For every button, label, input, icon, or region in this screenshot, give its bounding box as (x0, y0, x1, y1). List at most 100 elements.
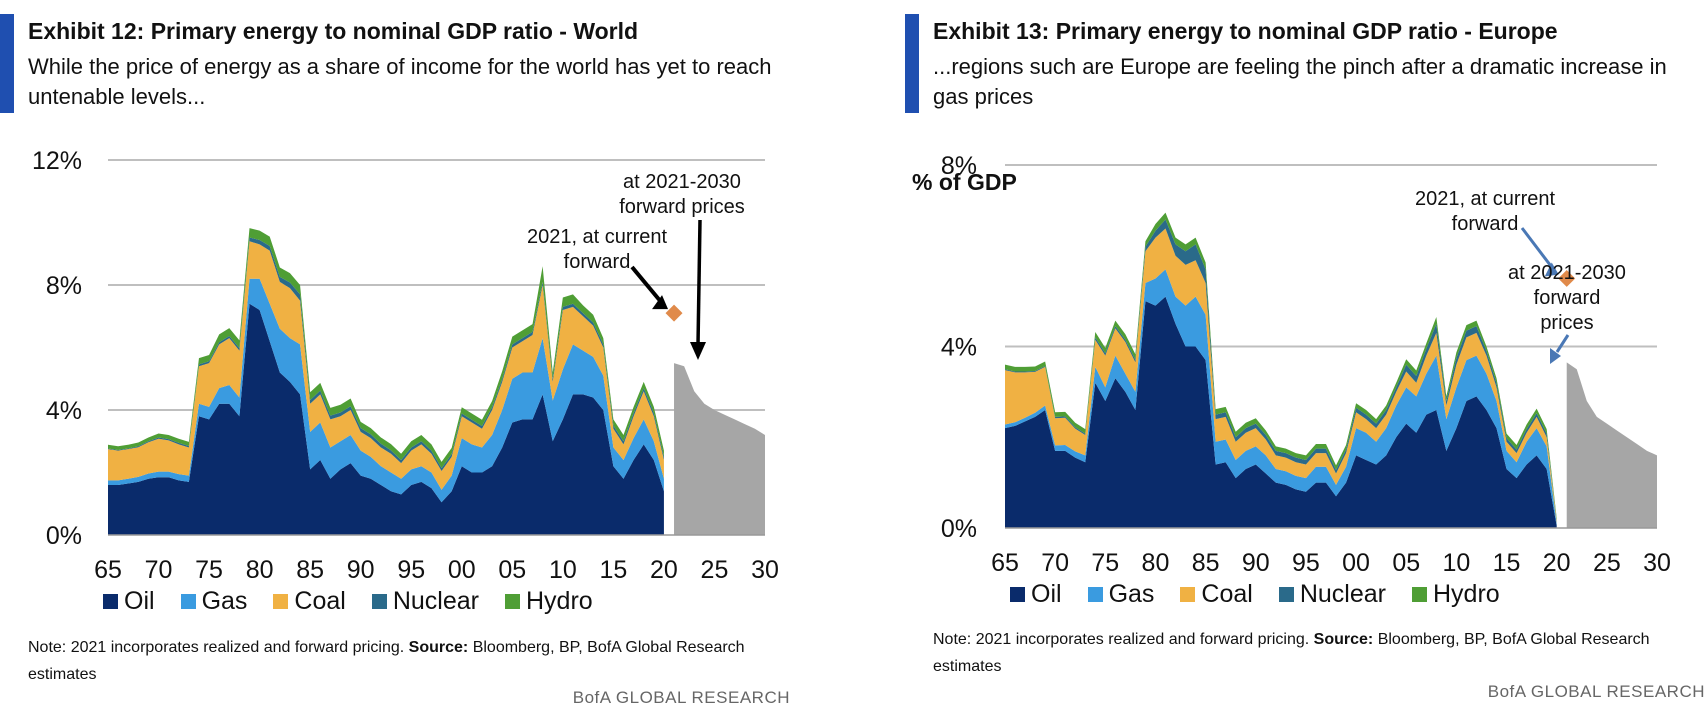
legend-item-oil: Oil (1010, 580, 1062, 609)
exhibit-12-panel: Exhibit 12: Primary energy to nominal GD… (0, 0, 800, 712)
world-energy-chart: 0% 4% 8% 12% 65 70 75 80 85 90 95 00 05 10 15 20 25 30 202… (32, 147, 779, 584)
legend-swatch-hydro (505, 594, 520, 609)
marker-label-line2: forward (1452, 213, 1519, 235)
legend-label: Oil (1031, 580, 1062, 608)
forward-label-line1: at 2021-2030 (623, 171, 741, 193)
legend-label: Oil (124, 587, 155, 615)
legend-item-hydro: Hydro (1412, 580, 1500, 609)
chart-legend: Oil Gas Coal Nuclear Hydro (103, 587, 619, 616)
legend-swatch-hydro (1412, 587, 1427, 602)
marker-label-line1: 2021, at current (527, 226, 668, 248)
marker-arrowhead (652, 295, 669, 310)
x-tick-label: 20 (650, 556, 678, 584)
forward-label-line1: at 2021-2030 (1508, 262, 1626, 284)
area-coal (108, 241, 664, 490)
area-gas (108, 278, 664, 503)
legend-swatch-oil (103, 594, 118, 609)
x-tick-label: 00 (1342, 549, 1370, 577)
legend-item-gas: Gas (1087, 580, 1155, 609)
legend-label: Coal (294, 587, 346, 615)
x-tick-label: 10 (549, 556, 577, 584)
footer-brand: BofA GLOBAL RESEARCH (572, 688, 790, 707)
x-tick-label: 70 (1041, 549, 1069, 577)
legend-swatch-oil (1010, 587, 1025, 602)
legend-label: Nuclear (392, 587, 479, 615)
note-prefix: Note: 2021 incorporates realized and for… (933, 631, 1310, 648)
x-tick-label: 80 (1142, 549, 1170, 577)
legend-swatch-nuclear (1278, 587, 1294, 602)
area-oil (1005, 296, 1557, 528)
legend-swatch-coal (1180, 587, 1196, 602)
marker-arrow-line (1520, 227, 1554, 270)
marker-label-line2: forward (564, 251, 631, 273)
legend-label: Gas (1108, 580, 1155, 608)
marker-arrow-line (630, 265, 664, 305)
legend-item-coal: Coal (273, 587, 346, 616)
x-tick-label: 90 (347, 556, 375, 584)
marker-arrowhead (1544, 262, 1559, 277)
accent-bar (0, 14, 14, 113)
area-gas (1005, 269, 1557, 526)
forward-arrowhead (690, 342, 706, 360)
x-tick-label: 95 (397, 556, 425, 584)
chart-legend: Oil Gas Coal Nuclear Hydro (1010, 580, 1526, 609)
y-tick-label: 8% (941, 152, 977, 180)
forward-arrow-line (1555, 334, 1570, 353)
footer-brand: BofA GLOBAL RESEARCH (1487, 682, 1705, 701)
marker-label-line1: 2021, at current (1415, 188, 1556, 210)
legend-item-coal: Coal (1180, 580, 1253, 609)
current-forward-marker (665, 304, 683, 322)
x-tick-label: 85 (1192, 549, 1220, 577)
y-tick-label: 12% (32, 147, 82, 175)
x-tick-label: 05 (498, 556, 526, 584)
legend-item-nuclear: Nuclear (371, 587, 479, 616)
y-tick-label: 8% (46, 272, 82, 300)
x-tick-label: 25 (1593, 549, 1621, 577)
forward-arrow-line (696, 219, 702, 346)
chart-note: Note: 2021 incorporates realized and for… (28, 634, 748, 688)
legend-label: Hydro (1433, 580, 1500, 608)
forward-label-line3: prices (1540, 312, 1593, 334)
legend-label: Coal (1201, 580, 1253, 608)
legend-swatch-gas (180, 594, 196, 609)
x-tick-label: 00 (448, 556, 476, 584)
forward-arrowhead (1550, 348, 1561, 364)
x-tick-label: 90 (1242, 549, 1270, 577)
x-tick-label: 15 (1493, 549, 1521, 577)
x-tick-label: 65 (94, 556, 122, 584)
area-coal (1005, 228, 1557, 524)
exhibit-title: Exhibit 13: Primary energy to nominal GD… (933, 18, 1558, 44)
x-tick-label: 65 (991, 549, 1019, 577)
exhibit-title: Exhibit 12: Primary energy to nominal GD… (28, 18, 639, 44)
y-tick-label: 0% (941, 515, 977, 543)
current-forward-marker (1558, 269, 1576, 287)
note-prefix: Note: 2021 incorporates realized and for… (28, 639, 405, 656)
y-tick-label: 4% (46, 397, 82, 425)
legend-label: Hydro (526, 587, 593, 615)
area-oil (108, 303, 664, 535)
x-tick-label: 20 (1543, 549, 1571, 577)
x-tick-label: 30 (1643, 549, 1671, 577)
note-text: Bloomberg, BP, BofA Global Research esti… (933, 631, 1650, 675)
x-tick-label: 30 (751, 556, 779, 584)
y-axis-label: % of GDP (912, 169, 1017, 195)
y-tick-label: 0% (46, 522, 82, 550)
exhibit-subtitle: ...regions such are Europe are feeling t… (933, 54, 1667, 109)
note-source-label: Source: (1313, 631, 1374, 648)
note-text: Bloomberg, BP, BofA Global Research esti… (28, 639, 745, 683)
accent-bar (905, 14, 919, 113)
legend-swatch-nuclear (371, 594, 387, 609)
legend-label: Gas (201, 587, 248, 615)
legend-item-hydro: Hydro (505, 587, 593, 616)
legend-label: Nuclear (1299, 580, 1386, 608)
x-tick-label: 80 (246, 556, 274, 584)
x-tick-label: 25 (701, 556, 729, 584)
legend-swatch-coal (273, 594, 289, 609)
x-tick-label: 10 (1442, 549, 1470, 577)
chart-note: Note: 2021 incorporates realized and for… (933, 626, 1653, 680)
x-tick-label: 15 (599, 556, 627, 584)
forward-label-line2: forward prices (619, 196, 745, 218)
x-tick-label: 85 (296, 556, 324, 584)
legend-item-nuclear: Nuclear (1278, 580, 1386, 609)
forward-label-line2: forward (1534, 287, 1601, 309)
